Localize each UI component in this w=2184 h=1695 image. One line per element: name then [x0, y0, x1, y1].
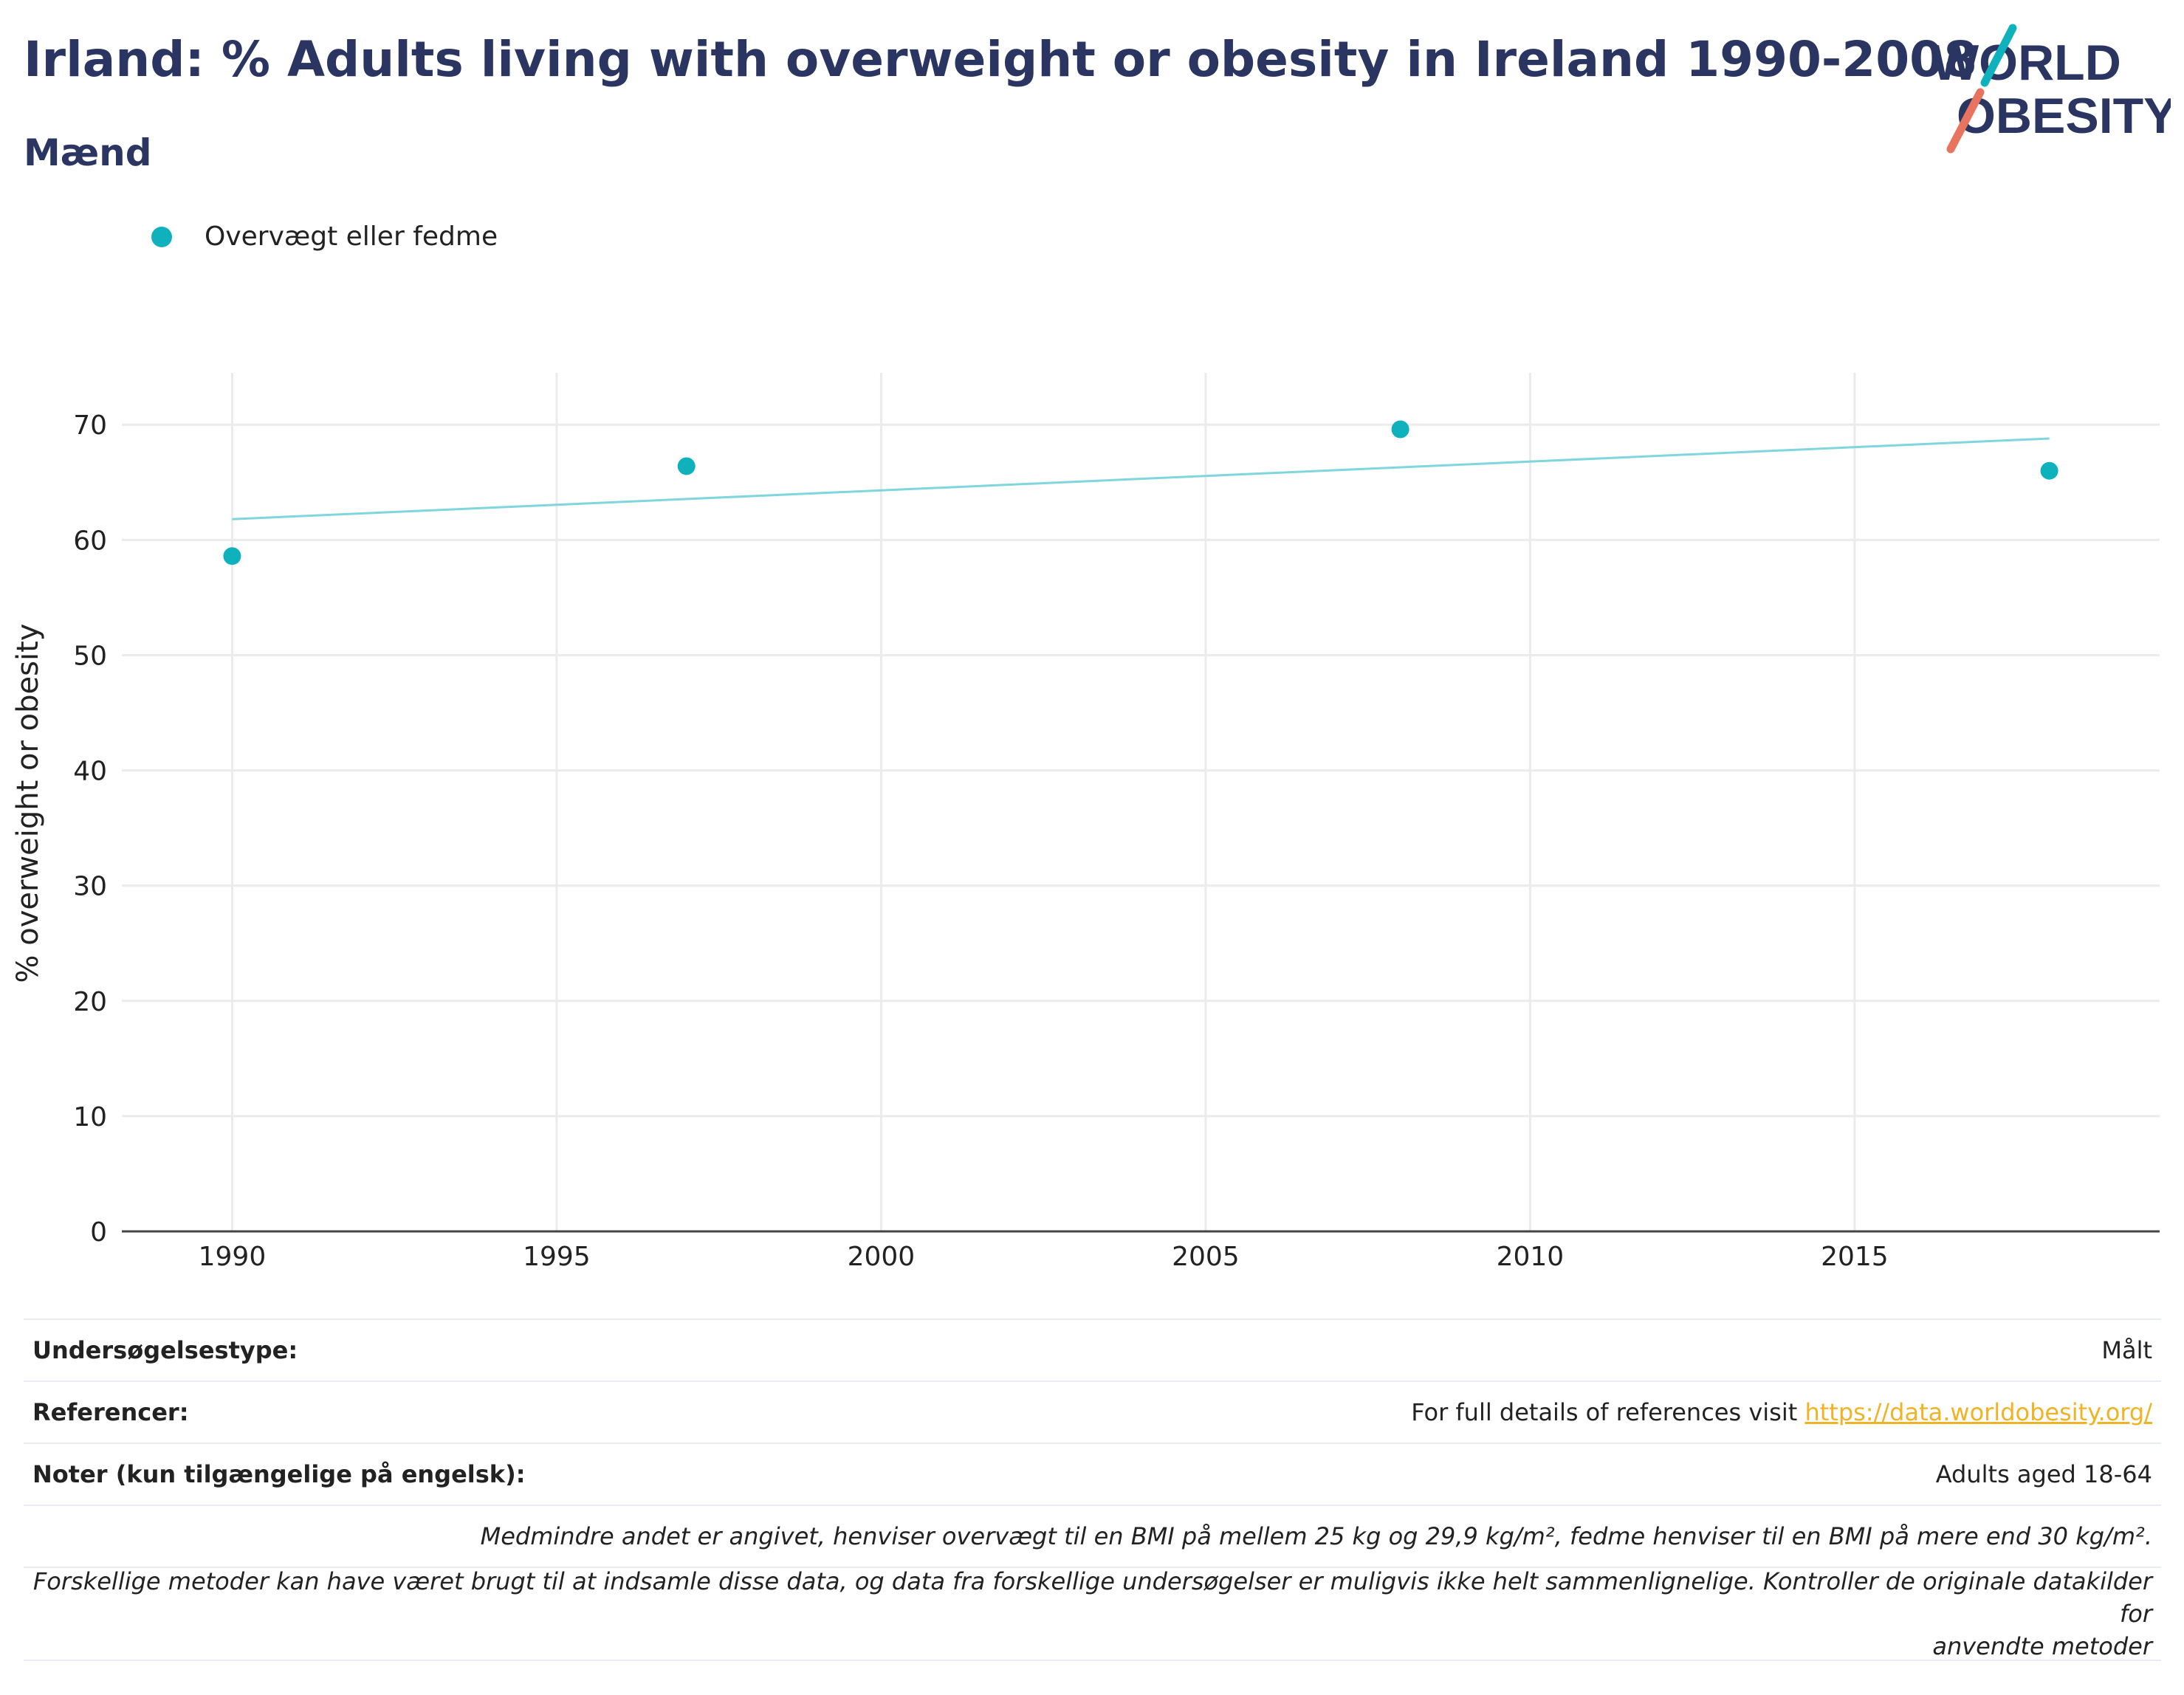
notes-label: Noter (kun tilgængelige på engelsk):	[32, 1460, 526, 1488]
y-gridlines	[122, 423, 2160, 1118]
logo-slash-coral	[1946, 88, 1985, 154]
methods-note-line2: anvendte metoder	[1932, 1632, 2152, 1660]
page-title: Irland: % Adults living with overweight …	[24, 31, 1977, 88]
legend-marker	[151, 226, 172, 247]
x-tick-label-1990: 1990	[199, 1242, 267, 1272]
survey-type-value: Målt	[2101, 1336, 2152, 1364]
logo-slash-teal	[1980, 24, 2017, 87]
page-subtitle: Mænd	[24, 131, 152, 174]
y-tick-label-50: 50	[73, 641, 107, 671]
info-row-notes: Noter (kun tilgængelige på engelsk): Adu…	[24, 1443, 2161, 1505]
y-tick-label-40: 40	[73, 757, 107, 787]
info-table: Undersøgelsestype: Målt Referencer: For …	[24, 1318, 2161, 1661]
info-row-survey-type: Undersøgelsestype: Målt	[24, 1318, 2161, 1381]
x-tick-label-2015: 2015	[1821, 1242, 1889, 1272]
y-tick-label-60: 60	[73, 526, 107, 556]
info-row-methods-note: Forskellige metoder kan have været brugt…	[24, 1567, 2161, 1661]
survey-type-label: Undersøgelsestype:	[32, 1336, 298, 1364]
data-point-1990[interactable]	[223, 547, 241, 565]
y-tick-label-0: 0	[90, 1217, 107, 1248]
logo-line1: WORLD	[1931, 35, 2121, 91]
x-tick-label-1995: 1995	[523, 1242, 591, 1272]
x-tick-label-2005: 2005	[1172, 1242, 1240, 1272]
info-row-references: Referencer: For full details of referenc…	[24, 1381, 2161, 1443]
world-obesity-logo: WORLD OBESITY	[1931, 24, 2171, 154]
y-tick-label-70: 70	[73, 410, 107, 441]
references-text: For full details of references visit	[1411, 1398, 1805, 1426]
y-tick-label-30: 30	[73, 872, 107, 902]
trend-line	[232, 437, 2050, 520]
bmi-note: Medmindre andet er angivet, henviser ove…	[480, 1522, 2152, 1550]
logo-line2: OBESITY	[1957, 88, 2171, 144]
data-points	[223, 420, 2058, 565]
y-tick-labels: 0 10 20 30 40 50 60 70	[73, 410, 107, 1248]
y-tick-label-10: 10	[73, 1102, 107, 1132]
data-point-2018[interactable]	[2040, 461, 2058, 480]
methods-note-line1: Forskellige metoder kan have været brugt…	[32, 1567, 2152, 1628]
y-tick-label-20: 20	[73, 987, 107, 1017]
references-link[interactable]: https://data.worldobesity.org/	[1804, 1398, 2152, 1426]
data-point-1997[interactable]	[677, 457, 696, 475]
x-gridlines	[230, 373, 1856, 1231]
x-tick-label-2010: 2010	[1497, 1242, 1565, 1272]
notes-value: Adults aged 18-64	[1935, 1460, 2152, 1488]
x-tick-label-2000: 2000	[848, 1242, 916, 1272]
references-value: For full details of references visit htt…	[1411, 1398, 2152, 1426]
legend-label: Overvægt eller fedme	[205, 221, 498, 252]
info-row-bmi-note: Medmindre andet er angivet, henviser ove…	[24, 1505, 2161, 1567]
scatter-chart: 1990 1995 2000 2005 2010 2015 0 10 20 30 40 50 60 70	[73, 373, 2160, 1272]
chart-legend[interactable]: Overvægt eller fedme	[151, 221, 498, 252]
references-label: Referencer:	[32, 1398, 189, 1426]
methods-note: Forskellige metoder kan have været brugt…	[32, 1565, 2152, 1663]
data-point-2008[interactable]	[1391, 420, 1409, 439]
x-tick-labels: 1990 1995 2000 2005 2010 2015	[199, 1242, 1889, 1272]
